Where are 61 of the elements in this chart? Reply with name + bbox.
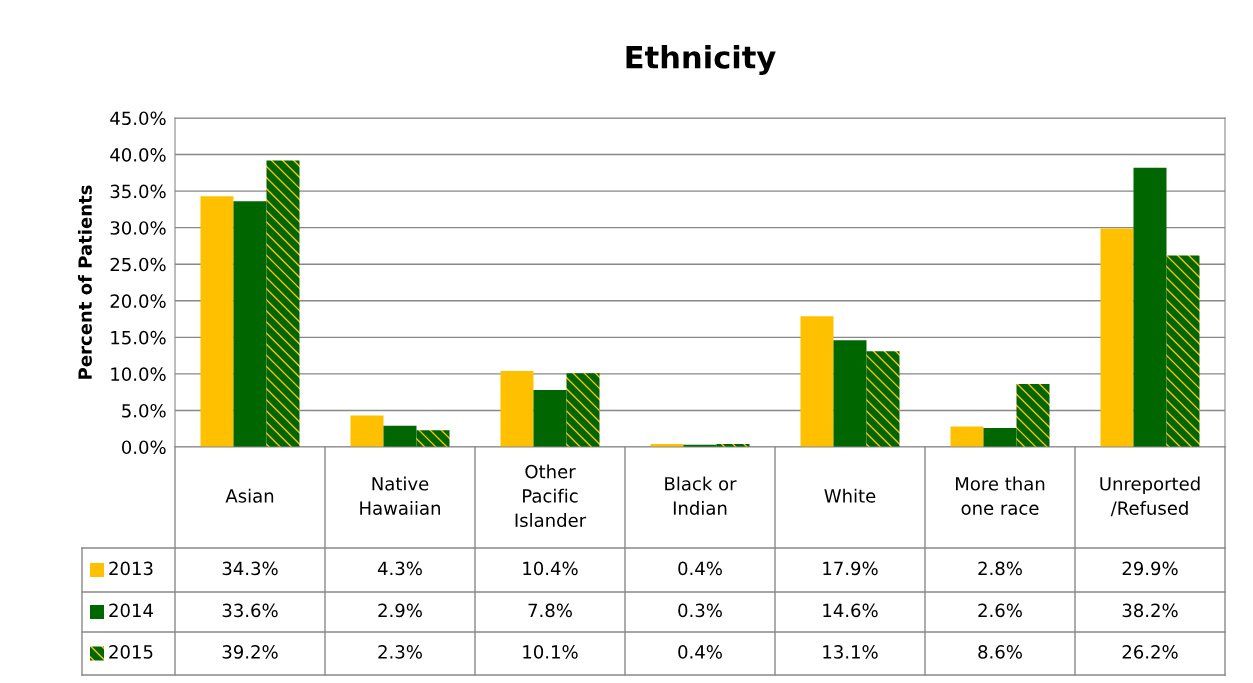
y-tick-label: 15.0% [111,330,166,345]
data-label: 2.8% [978,561,1022,576]
bar [1016,384,1050,447]
y-tick-label: 5.0% [122,403,166,418]
bar [200,196,234,447]
data-label: 10.1% [523,645,578,659]
legend-label: 2015 [109,645,153,659]
data-label: 4.3% [377,561,422,576]
y-tick-label: 45.0% [110,111,166,126]
y-tick-label: 30.0% [110,221,166,235]
bar [416,430,450,447]
y-axis-title: Percent of Patients [77,185,92,379]
data-label: 0.4% [678,561,722,576]
data-label: 17.9% [823,561,878,576]
data-label: 2.3% [378,645,422,659]
legend-label: 2014 [109,603,153,618]
y-tick-label: 25.0% [110,257,166,272]
bar [1166,255,1200,447]
data-label: 14.6% [823,603,878,618]
y-tick-label: 20.0% [110,294,166,308]
data-label: 2.6% [978,603,1022,618]
x-tick-label: Unreported /Refused [1100,476,1200,517]
x-tick-label: Asian [225,488,274,503]
bar [266,160,300,447]
x-tick-label: Other Pacific Islander [515,464,587,528]
bar [500,370,534,447]
data-label: 0.3% [678,603,722,618]
bar [1100,228,1134,447]
bar [233,201,267,447]
bar [350,415,384,447]
y-tick-label: 40.0% [110,148,166,162]
data-label: 34.3% [222,561,278,576]
bar [800,316,834,447]
bar [950,426,984,447]
bar [566,373,600,447]
bar [833,340,867,447]
bar [983,427,1017,447]
x-tick-label: White [824,488,876,503]
bar [1133,167,1167,447]
y-tick-label: 35.0% [110,184,166,199]
data-label: 33.6% [222,603,278,618]
legend-label: 2013 [109,561,153,576]
data-label: 38.2% [1122,603,1178,618]
bar [383,425,417,447]
data-label: 13.1% [823,645,878,659]
x-tick-label: Black or Indian [665,476,737,515]
data-label: 7.8% [528,603,572,618]
bar [866,351,900,447]
data-label: 10.4% [523,561,578,576]
x-tick-label: Native Hawaiian [360,476,440,515]
data-label: 39.2% [222,645,278,659]
data-label: 29.9% [1122,561,1178,576]
y-tick-label: 0.0% [121,440,166,455]
data-label: 8.6% [978,645,1022,659]
y-tick-label: 10.0% [111,367,166,382]
bar [533,389,567,447]
data-label: 26.2% [1122,645,1178,659]
data-label: 2.9% [378,603,422,618]
x-tick-label: More than one race [956,476,1045,515]
chart-title: Ethnicity [626,45,776,75]
data-label: 0.4% [678,645,722,659]
